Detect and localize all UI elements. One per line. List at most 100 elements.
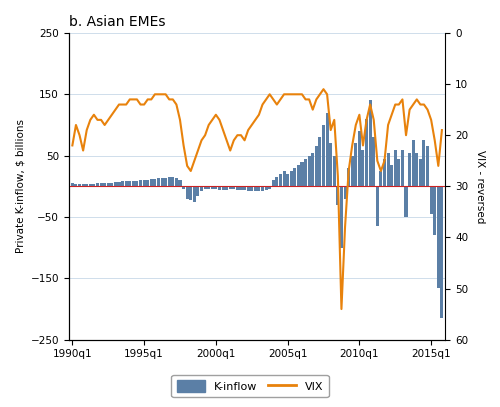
Bar bbox=[408, 153, 411, 186]
Bar bbox=[282, 171, 286, 186]
Bar bbox=[272, 180, 275, 186]
Bar bbox=[250, 186, 254, 190]
Bar bbox=[142, 180, 146, 186]
Bar bbox=[297, 165, 300, 186]
Bar bbox=[332, 155, 336, 186]
Bar bbox=[74, 184, 78, 186]
Bar bbox=[222, 186, 224, 190]
Bar bbox=[85, 184, 88, 186]
Bar bbox=[350, 155, 354, 186]
Bar bbox=[365, 119, 368, 186]
Bar bbox=[358, 131, 361, 186]
Bar bbox=[118, 182, 120, 186]
Bar bbox=[110, 183, 114, 186]
Bar bbox=[160, 178, 164, 186]
Bar bbox=[139, 180, 142, 186]
Bar bbox=[311, 153, 314, 186]
Bar bbox=[326, 113, 328, 186]
Bar bbox=[246, 186, 250, 190]
Bar bbox=[354, 143, 358, 186]
Bar bbox=[426, 147, 429, 186]
Bar bbox=[164, 178, 167, 186]
Bar bbox=[437, 186, 440, 288]
Bar bbox=[146, 179, 149, 186]
Bar bbox=[258, 186, 260, 190]
Bar bbox=[380, 171, 382, 186]
Bar bbox=[398, 159, 400, 186]
Bar bbox=[204, 186, 206, 189]
Bar bbox=[196, 186, 200, 195]
Bar bbox=[383, 159, 386, 186]
Bar bbox=[404, 186, 407, 217]
Bar bbox=[82, 184, 84, 186]
Bar bbox=[178, 180, 182, 186]
Bar bbox=[154, 179, 156, 186]
Legend: K-inflow, VIX: K-inflow, VIX bbox=[172, 375, 328, 397]
Bar bbox=[186, 186, 188, 199]
Bar bbox=[175, 178, 178, 186]
Bar bbox=[168, 177, 171, 186]
Bar bbox=[386, 153, 390, 186]
Bar bbox=[132, 181, 135, 186]
Bar bbox=[308, 155, 310, 186]
Bar bbox=[372, 137, 376, 186]
Bar bbox=[106, 183, 110, 186]
Bar bbox=[430, 186, 432, 214]
Bar bbox=[347, 168, 350, 186]
Bar bbox=[304, 159, 307, 186]
Bar bbox=[329, 143, 332, 186]
Bar bbox=[218, 186, 221, 190]
Bar bbox=[136, 181, 138, 186]
Bar bbox=[172, 177, 174, 186]
Bar bbox=[121, 182, 124, 186]
Bar bbox=[236, 186, 239, 190]
Bar bbox=[78, 184, 81, 186]
Bar bbox=[362, 149, 364, 186]
Bar bbox=[412, 140, 414, 186]
Bar bbox=[128, 181, 132, 186]
Bar bbox=[261, 186, 264, 190]
Bar bbox=[433, 186, 436, 235]
Bar bbox=[214, 186, 218, 189]
Bar bbox=[344, 186, 346, 199]
Bar bbox=[225, 186, 228, 190]
Bar bbox=[124, 182, 128, 186]
Bar bbox=[89, 184, 92, 186]
Bar bbox=[254, 186, 257, 190]
Bar bbox=[193, 186, 196, 202]
Bar bbox=[100, 183, 102, 186]
Bar bbox=[182, 186, 185, 189]
Bar bbox=[294, 168, 296, 186]
Bar bbox=[336, 186, 340, 205]
Text: b. Asian EMEs: b. Asian EMEs bbox=[69, 15, 166, 29]
Bar bbox=[157, 178, 160, 186]
Bar bbox=[394, 149, 397, 186]
Bar bbox=[376, 186, 379, 226]
Bar bbox=[228, 186, 232, 189]
Bar bbox=[114, 182, 117, 186]
Bar bbox=[268, 186, 271, 189]
Bar bbox=[390, 165, 393, 186]
Bar bbox=[92, 184, 96, 186]
Bar bbox=[200, 186, 203, 191]
Bar bbox=[103, 183, 106, 186]
Bar bbox=[96, 183, 99, 186]
Y-axis label: VIX - reversed: VIX - reversed bbox=[475, 150, 485, 223]
Bar bbox=[279, 174, 282, 186]
Bar bbox=[416, 153, 418, 186]
Bar bbox=[207, 186, 210, 189]
Bar bbox=[300, 162, 304, 186]
Bar bbox=[290, 171, 292, 186]
Bar bbox=[422, 140, 426, 186]
Bar bbox=[440, 186, 444, 318]
Bar bbox=[243, 186, 246, 190]
Bar bbox=[286, 174, 289, 186]
Bar bbox=[322, 125, 325, 186]
Bar bbox=[340, 186, 343, 248]
Bar bbox=[368, 101, 372, 186]
Bar bbox=[318, 137, 322, 186]
Bar bbox=[240, 186, 242, 190]
Bar bbox=[150, 179, 153, 186]
Bar bbox=[211, 186, 214, 189]
Bar bbox=[71, 183, 74, 186]
